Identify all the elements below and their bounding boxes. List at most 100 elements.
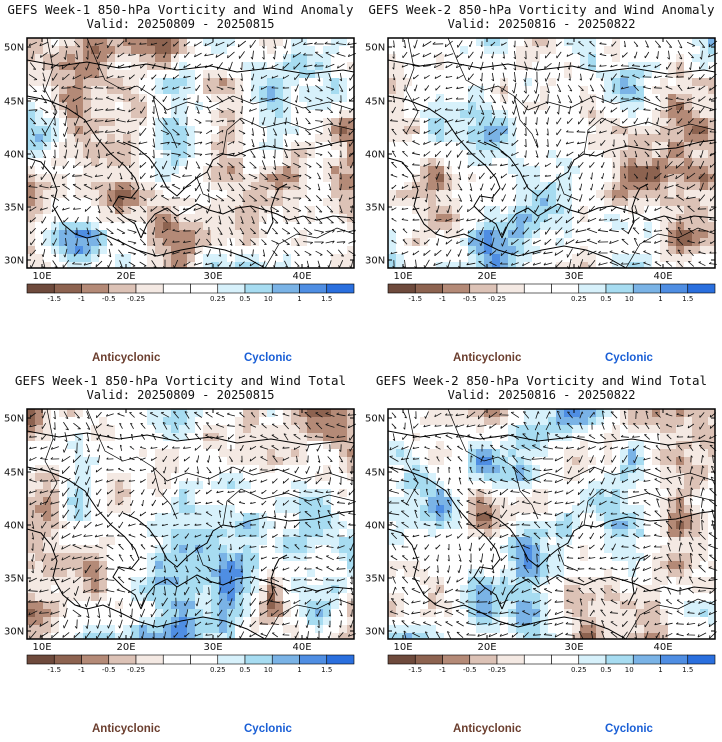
lon-label: 30E [203,271,222,282]
lon-label: 10E [393,642,412,653]
wind-vectors [28,39,357,269]
colorbar-swatch [326,654,355,665]
lon-label: 10E [32,642,51,653]
coastlines [388,430,715,639]
colorbar-label: -1.5 [408,666,422,674]
colorbar-swatch [26,654,55,665]
wind-vectors [388,410,718,640]
colorbar-swatch [605,283,634,294]
lon-label: 40E [653,271,672,282]
country-borders [405,409,715,639]
lat-label: 50N [365,414,385,425]
colorbar-swatch [496,654,525,665]
colorbar-label: 1 [297,666,301,674]
colorbar-swatch [271,654,300,665]
vorticity-map: 50N 45N 40N 35N 30N 10E 20E 30E 40E -1.5 -1 -0.5 -0.… [365,37,718,303]
colorbar-label: -0.5 [463,666,477,674]
panel-title: GEFS Week-1 850-hPa Vorticity and Wind T… [14,373,347,388]
colorbar-label: 0.25 [571,295,587,303]
map-frame [26,37,355,269]
colorbar-swatch [81,654,110,665]
colorbar-swatch [523,654,552,665]
colorbar-label: 1.5 [682,295,693,303]
colorbar-swatch [135,283,164,294]
coastlines [27,59,354,268]
colorbar-swatch [135,654,164,665]
colorbar: -1.5 -1 -0.5 -0.25 0.25 0.5 1 1.5 10 [387,283,716,303]
lat-label: 45N [4,97,24,108]
colorbar-swatch [442,283,471,294]
colorbar-swatch [414,654,443,665]
colorbar-swatch [469,654,498,665]
colorbar-swatch [605,654,634,665]
colorbar-swatch [442,654,471,665]
valid-period: Valid: 20250816 - 20250822 [447,388,636,402]
colorbar-label: -1 [78,295,85,303]
colorbar-label: -1.5 [408,295,422,303]
lon-label: 30E [203,642,222,653]
colorbar-center-label: 10 [264,295,273,303]
anticyclonic-label: Anticyclonic [92,352,161,364]
colorbar-label: -0.25 [488,666,506,674]
colorbar-swatch [190,283,219,294]
colorbar-swatch [162,283,191,294]
colorbar-label: 1.5 [321,295,332,303]
colorbar-swatch [190,654,219,665]
lon-label: 20E [477,642,496,653]
colorbar-label: 1 [658,295,662,303]
colorbar-label: 0.25 [210,295,226,303]
map-panel-week2-total: GEFS Week-2 850-hPa Vorticity and Wind T… [361,371,722,742]
lat-label: 40N [365,150,385,161]
colorbar-center-label: 10 [625,295,634,303]
colorbar-swatch [271,283,300,294]
colorbar-label: 1.5 [321,666,332,674]
colorbar-label: 0.5 [600,666,611,674]
anticyclonic-label: Anticyclonic [92,723,161,735]
colorbar-swatch [551,283,580,294]
lon-label: 20E [477,271,496,282]
colorbar-swatch [496,283,525,294]
colorbar-swatch [387,654,416,665]
country-borders [44,38,354,268]
colorbar-swatch [217,283,246,294]
lat-label: 40N [4,150,24,161]
colorbar-swatch [299,654,328,665]
lat-label: 35N [4,203,24,214]
colorbar-swatch [387,283,416,294]
colorbar-label: -0.5 [102,295,116,303]
map-area [388,38,715,268]
colorbar-label: 0.25 [210,666,226,674]
anticyclonic-label: Anticyclonic [453,352,522,364]
coastlines [388,59,715,268]
valid-period: Valid: 20250809 - 20250815 [86,17,275,31]
lat-label: 30N [365,627,385,638]
colorbar-swatch [660,283,689,294]
colorbar-swatch [81,283,110,294]
vorticity-map: 50N 45N 40N 35N 30N 10E 20E 30E 40E -1.5 -1 -0.5 -0.… [4,408,357,674]
colorbar-label: 0.5 [239,295,250,303]
lat-label: 35N [365,574,385,585]
map-frame [387,37,716,269]
colorbar-swatch [244,654,273,665]
colorbar-swatch [53,283,82,294]
map-panel-week1-total: GEFS Week-1 850-hPa Vorticity and Wind T… [0,371,361,742]
colorbar-swatch [108,654,137,665]
colorbar-label: 0.5 [239,666,250,674]
lat-label: 50N [365,43,385,54]
panel-title: GEFS Week-1 850-hPa Vorticity and Wind A… [7,2,354,17]
lat-label: 40N [365,521,385,532]
cyclonic-label: Cyclonic [605,723,653,735]
lat-label: 45N [4,468,24,479]
map-frame [26,408,355,640]
colorbar-label: -0.5 [102,666,116,674]
colorbar-swatch [162,654,191,665]
colorbar-swatch [217,654,246,665]
colorbar-label: -1 [78,666,85,674]
lon-label: 10E [393,271,412,282]
colorbar-label: 0.5 [600,295,611,303]
lon-label: 40E [653,642,672,653]
lon-label: 30E [564,642,583,653]
lat-label: 35N [365,203,385,214]
colorbar-swatch [578,283,607,294]
